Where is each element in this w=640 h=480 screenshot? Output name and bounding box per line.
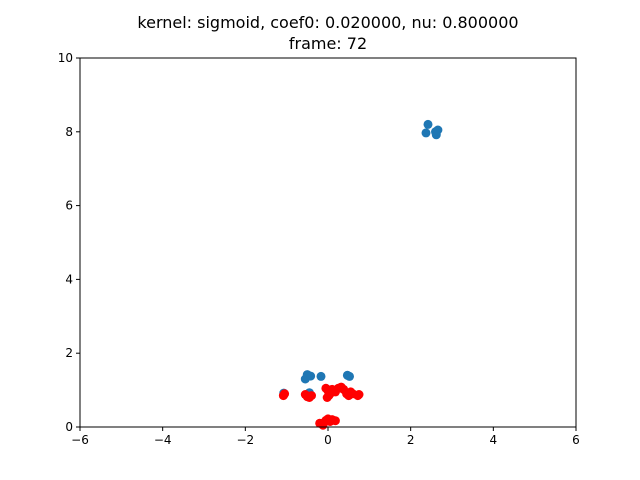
y-tick-label: 10 [58, 51, 73, 65]
y-tick-label: 0 [65, 420, 73, 434]
y-tick-label: 8 [65, 125, 73, 139]
x-tick-label: 0 [324, 433, 332, 447]
y-tick-label: 6 [65, 199, 73, 213]
data-point [423, 119, 433, 129]
chart-title-line-1: kernel: sigmoid, coef0: 0.020000, nu: 0.… [137, 13, 518, 32]
x-tick-label: −4 [154, 433, 172, 447]
y-tick-label: 2 [65, 346, 73, 360]
x-tick-label: −2 [236, 433, 254, 447]
data-point [316, 371, 326, 381]
y-tick-label: 4 [65, 272, 73, 286]
x-tick-label: 2 [407, 433, 415, 447]
scatter-marks [278, 119, 443, 430]
chart-title-line-2: frame: 72 [289, 34, 367, 53]
axes: −6 −4 −2 0 2 4 6 0 2 4 6 8 10 [58, 51, 580, 447]
x-tick-label: 4 [490, 433, 498, 447]
data-point [330, 416, 340, 426]
data-point [431, 127, 440, 137]
data-point [318, 420, 328, 430]
data-point [348, 389, 358, 399]
x-tick-label: −6 [71, 433, 89, 447]
x-tick-label: 6 [572, 433, 580, 447]
data-point [307, 391, 316, 401]
data-point [306, 371, 316, 381]
data-point [324, 391, 334, 401]
data-point [280, 389, 290, 399]
data-point [421, 128, 431, 138]
data-point [345, 371, 354, 381]
